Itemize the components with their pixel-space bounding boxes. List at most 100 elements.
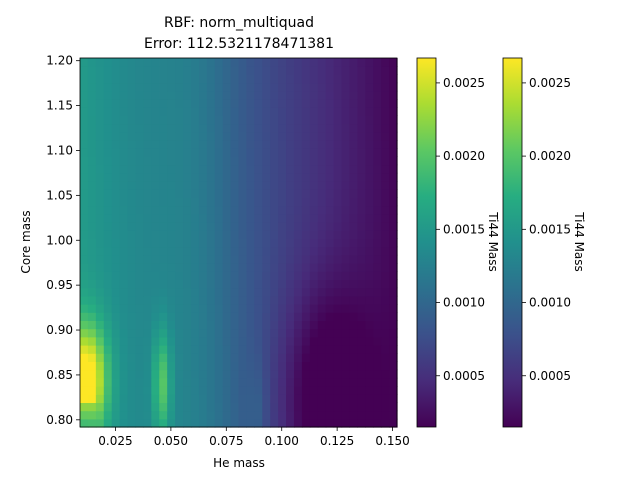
heatmap-cell (317, 107, 327, 116)
heatmap-cell (214, 123, 224, 133)
heatmap-cell (175, 254, 184, 264)
heatmap-cell (325, 353, 335, 362)
heatmap-cell (333, 164, 343, 174)
heatmap-cell (293, 418, 303, 428)
heatmap-cell (159, 74, 168, 84)
heatmap-cell (365, 156, 374, 166)
heatmap-cell (167, 263, 176, 272)
heatmap-cell (111, 115, 121, 125)
heatmap-cell (222, 345, 232, 354)
heatmap-cell (95, 131, 105, 141)
heatmap-cell (238, 230, 248, 239)
heatmap-cell (349, 131, 358, 141)
heatmap-cell (222, 246, 232, 256)
heatmap-cell (190, 90, 200, 100)
heatmap-cell (365, 123, 374, 133)
heatmap-cell (127, 148, 137, 157)
heatmap-cell (309, 197, 319, 207)
heatmap-cell (246, 230, 255, 239)
heatmap-cell (278, 246, 287, 256)
heatmap-cell (230, 189, 240, 198)
heatmap-cell (143, 66, 152, 75)
heatmap-cell (151, 156, 160, 166)
heatmap-cell (317, 181, 327, 190)
heatmap-cell (127, 295, 137, 305)
heatmap-cell (167, 172, 176, 182)
heatmap-cell (373, 189, 382, 198)
heatmap-cell (127, 189, 137, 198)
heatmap-cell (317, 205, 327, 215)
heatmap-cell (389, 295, 398, 305)
heatmap-cell (238, 107, 248, 116)
heatmap-cell (183, 230, 192, 239)
heatmap-cell (365, 205, 374, 215)
heatmap-cell (119, 320, 129, 330)
heatmap-cell (175, 271, 184, 280)
heatmap-cell (151, 238, 160, 248)
heatmap-cell (325, 82, 335, 92)
heatmap-cell (246, 99, 255, 108)
heatmap-cell (270, 418, 279, 428)
heatmap-cell (341, 172, 351, 182)
heatmap-cell (87, 213, 97, 223)
heatmap-cell (373, 148, 382, 157)
heatmap-cell (317, 386, 327, 395)
heatmap-cell (325, 271, 335, 280)
heatmap-cell (167, 197, 176, 207)
heatmap-cell (357, 123, 366, 133)
heatmap-cell (357, 410, 366, 420)
heatmap-cell (80, 164, 89, 174)
heatmap-cell (246, 222, 255, 231)
heatmap-cell (175, 90, 184, 100)
heatmap-cell (381, 394, 390, 403)
heatmap-cell (175, 107, 184, 116)
heatmap-cell (333, 140, 343, 149)
heatmap-cell (389, 418, 398, 428)
heatmap-cell (286, 181, 295, 190)
heatmap-cell (206, 99, 216, 108)
heatmap-cell (80, 263, 89, 272)
heatmap-cell (190, 131, 200, 141)
heatmap-cell (309, 353, 319, 362)
heatmap-cell (333, 99, 343, 108)
heatmap-cell (341, 238, 351, 248)
heatmap-cell (293, 222, 303, 231)
heatmap-cell (183, 189, 192, 198)
heatmap-cell (151, 66, 160, 75)
heatmap-cell (95, 189, 105, 198)
heatmap-cell (206, 164, 216, 174)
heatmap-cell (262, 418, 271, 428)
heatmap-cell (286, 394, 295, 403)
heatmap-cell (230, 328, 240, 338)
heatmap-cell (301, 90, 311, 100)
heatmap-cell (270, 99, 279, 108)
heatmap-cell (87, 402, 97, 412)
heatmap-cell (309, 336, 319, 346)
heatmap-cell (262, 402, 271, 412)
heatmap-cell (325, 386, 335, 395)
heatmap-cell (301, 279, 311, 289)
heatmap-cell (151, 230, 160, 239)
heatmap-cell (222, 377, 232, 387)
heatmap-cell (349, 90, 358, 100)
heatmap-cell (278, 312, 287, 321)
heatmap-cell (317, 131, 327, 141)
heatmap-cell (95, 345, 105, 354)
heatmap-cell (167, 222, 176, 231)
heatmap-cell (325, 140, 335, 149)
heatmap-cell (80, 99, 89, 108)
heatmap-cell (293, 246, 303, 256)
heatmap-cell (80, 271, 89, 280)
heatmap-cell (373, 386, 382, 395)
heatmap-cell (270, 156, 279, 166)
heatmap-cell (198, 410, 208, 420)
heatmap-cell (270, 345, 279, 354)
heatmap-cell (230, 263, 240, 272)
heatmap-cell (293, 90, 303, 100)
heatmap-cell (270, 66, 279, 75)
heatmap-cell (214, 181, 224, 190)
heatmap-cell (190, 156, 200, 166)
heatmap-cell (293, 377, 303, 387)
heatmap-cell (214, 402, 224, 412)
heatmap-cell (373, 197, 382, 207)
